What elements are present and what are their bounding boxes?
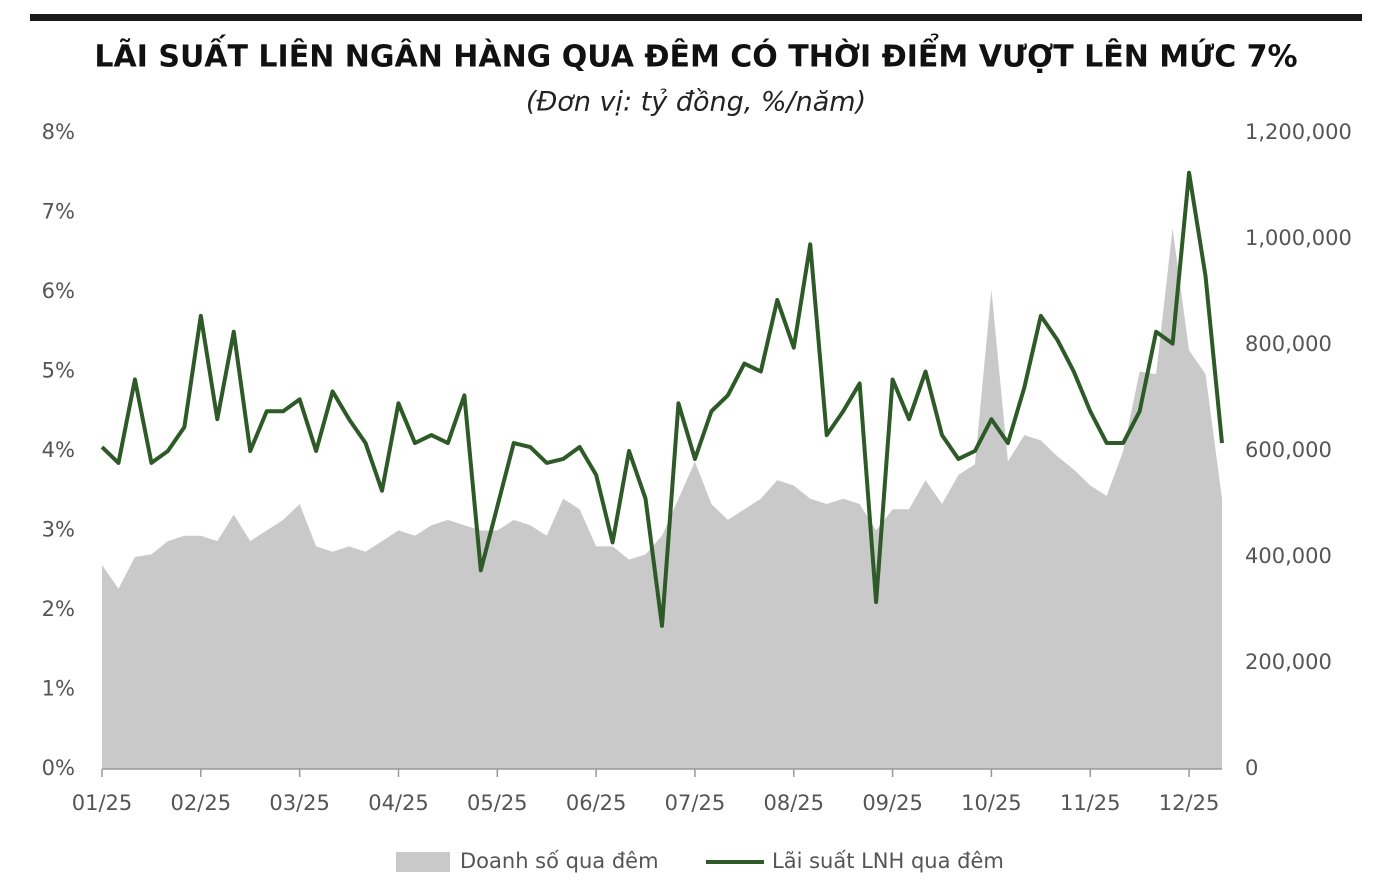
y-tick-label: 5% xyxy=(42,359,75,383)
x-tick-label: 10/25 xyxy=(961,791,1022,815)
legend-label: Lãi suất LNH qua đêm xyxy=(772,849,1004,873)
x-tick-label: 06/25 xyxy=(566,791,627,815)
line xyxy=(100,170,1224,628)
legend-swatch xyxy=(396,852,450,872)
x-tick-label: 09/25 xyxy=(862,791,923,815)
chart-subtitle: (Đơn vị: tỷ đồng, %/năm) xyxy=(526,87,866,118)
top-rule xyxy=(30,14,1362,21)
y-tick-label: 2% xyxy=(42,597,75,621)
y-tick-label: 0% xyxy=(42,756,75,780)
y-tick-label: 7% xyxy=(42,200,75,224)
y-tick-label: 1% xyxy=(42,677,75,701)
x-tick-label: 01/25 xyxy=(72,791,133,815)
y-tick-label: 6% xyxy=(42,279,75,303)
y2-tick-label: 600,000 xyxy=(1245,438,1332,462)
x-tick-label: 03/25 xyxy=(269,791,330,815)
x-tick-label: 02/25 xyxy=(171,791,232,815)
x-tick-label: 11/25 xyxy=(1060,791,1121,815)
x-tick-label: 07/25 xyxy=(665,791,726,815)
area xyxy=(102,228,1222,769)
y-tick-label: 3% xyxy=(42,518,75,542)
y2-tick-label: 0 xyxy=(1245,756,1258,780)
x-tick-label: 04/25 xyxy=(368,791,429,815)
y2-tick-label: 200,000 xyxy=(1245,650,1332,674)
y2-tick-label: 400,000 xyxy=(1245,544,1332,568)
y2-tick-label: 800,000 xyxy=(1245,332,1332,356)
y2-tick-label: 1,200,000 xyxy=(1245,120,1352,144)
x-tick-label: 05/25 xyxy=(467,791,528,815)
chart-title: LÃI SUẤT LIÊN NGÂN HÀNG QUA ĐÊM CÓ THỜI … xyxy=(94,34,1297,75)
x-tick-label: 08/25 xyxy=(763,791,824,815)
y-tick-label: 4% xyxy=(42,438,75,462)
x-tick-label: 12/25 xyxy=(1159,791,1220,815)
y-tick-label: 8% xyxy=(42,120,75,144)
y2-tick-label: 1,000,000 xyxy=(1245,226,1352,250)
legend-label: Doanh số qua đêm xyxy=(460,849,659,873)
